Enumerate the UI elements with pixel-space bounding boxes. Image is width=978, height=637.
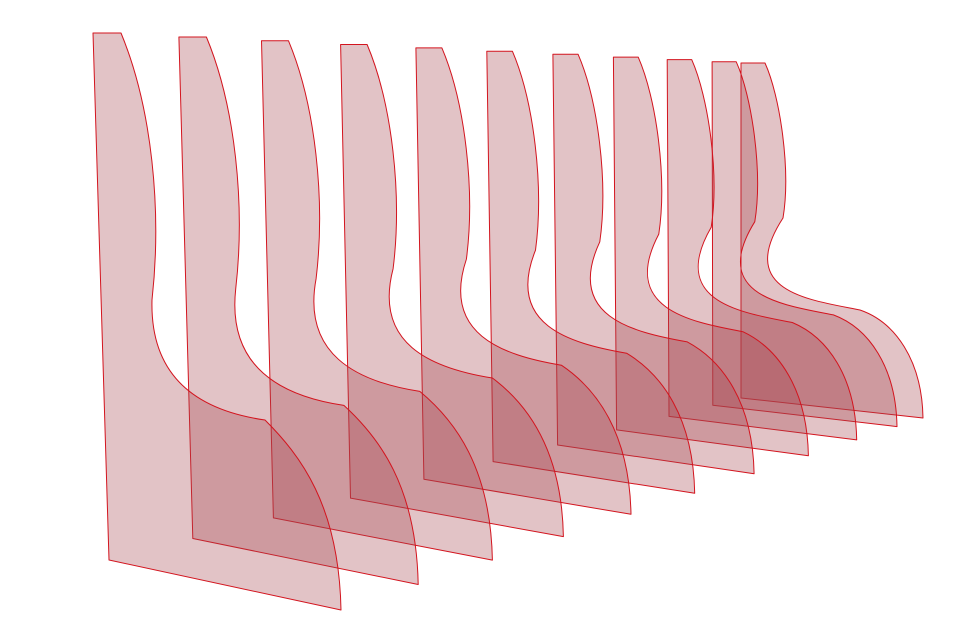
profile-panel-11 bbox=[740, 62, 924, 419]
profile-panel-8 bbox=[612, 56, 809, 457]
profile-panel-4 bbox=[340, 44, 564, 538]
profile-panel-9 bbox=[666, 59, 858, 441]
profile-panel-6 bbox=[486, 50, 696, 494]
profile-panel-5 bbox=[415, 47, 632, 515]
profile-panel-10 bbox=[711, 61, 898, 428]
profile-panel-1 bbox=[92, 32, 342, 611]
profile-panel-7 bbox=[552, 53, 755, 475]
profile-panel-2 bbox=[178, 36, 419, 585]
profile-panel-3 bbox=[261, 40, 493, 561]
